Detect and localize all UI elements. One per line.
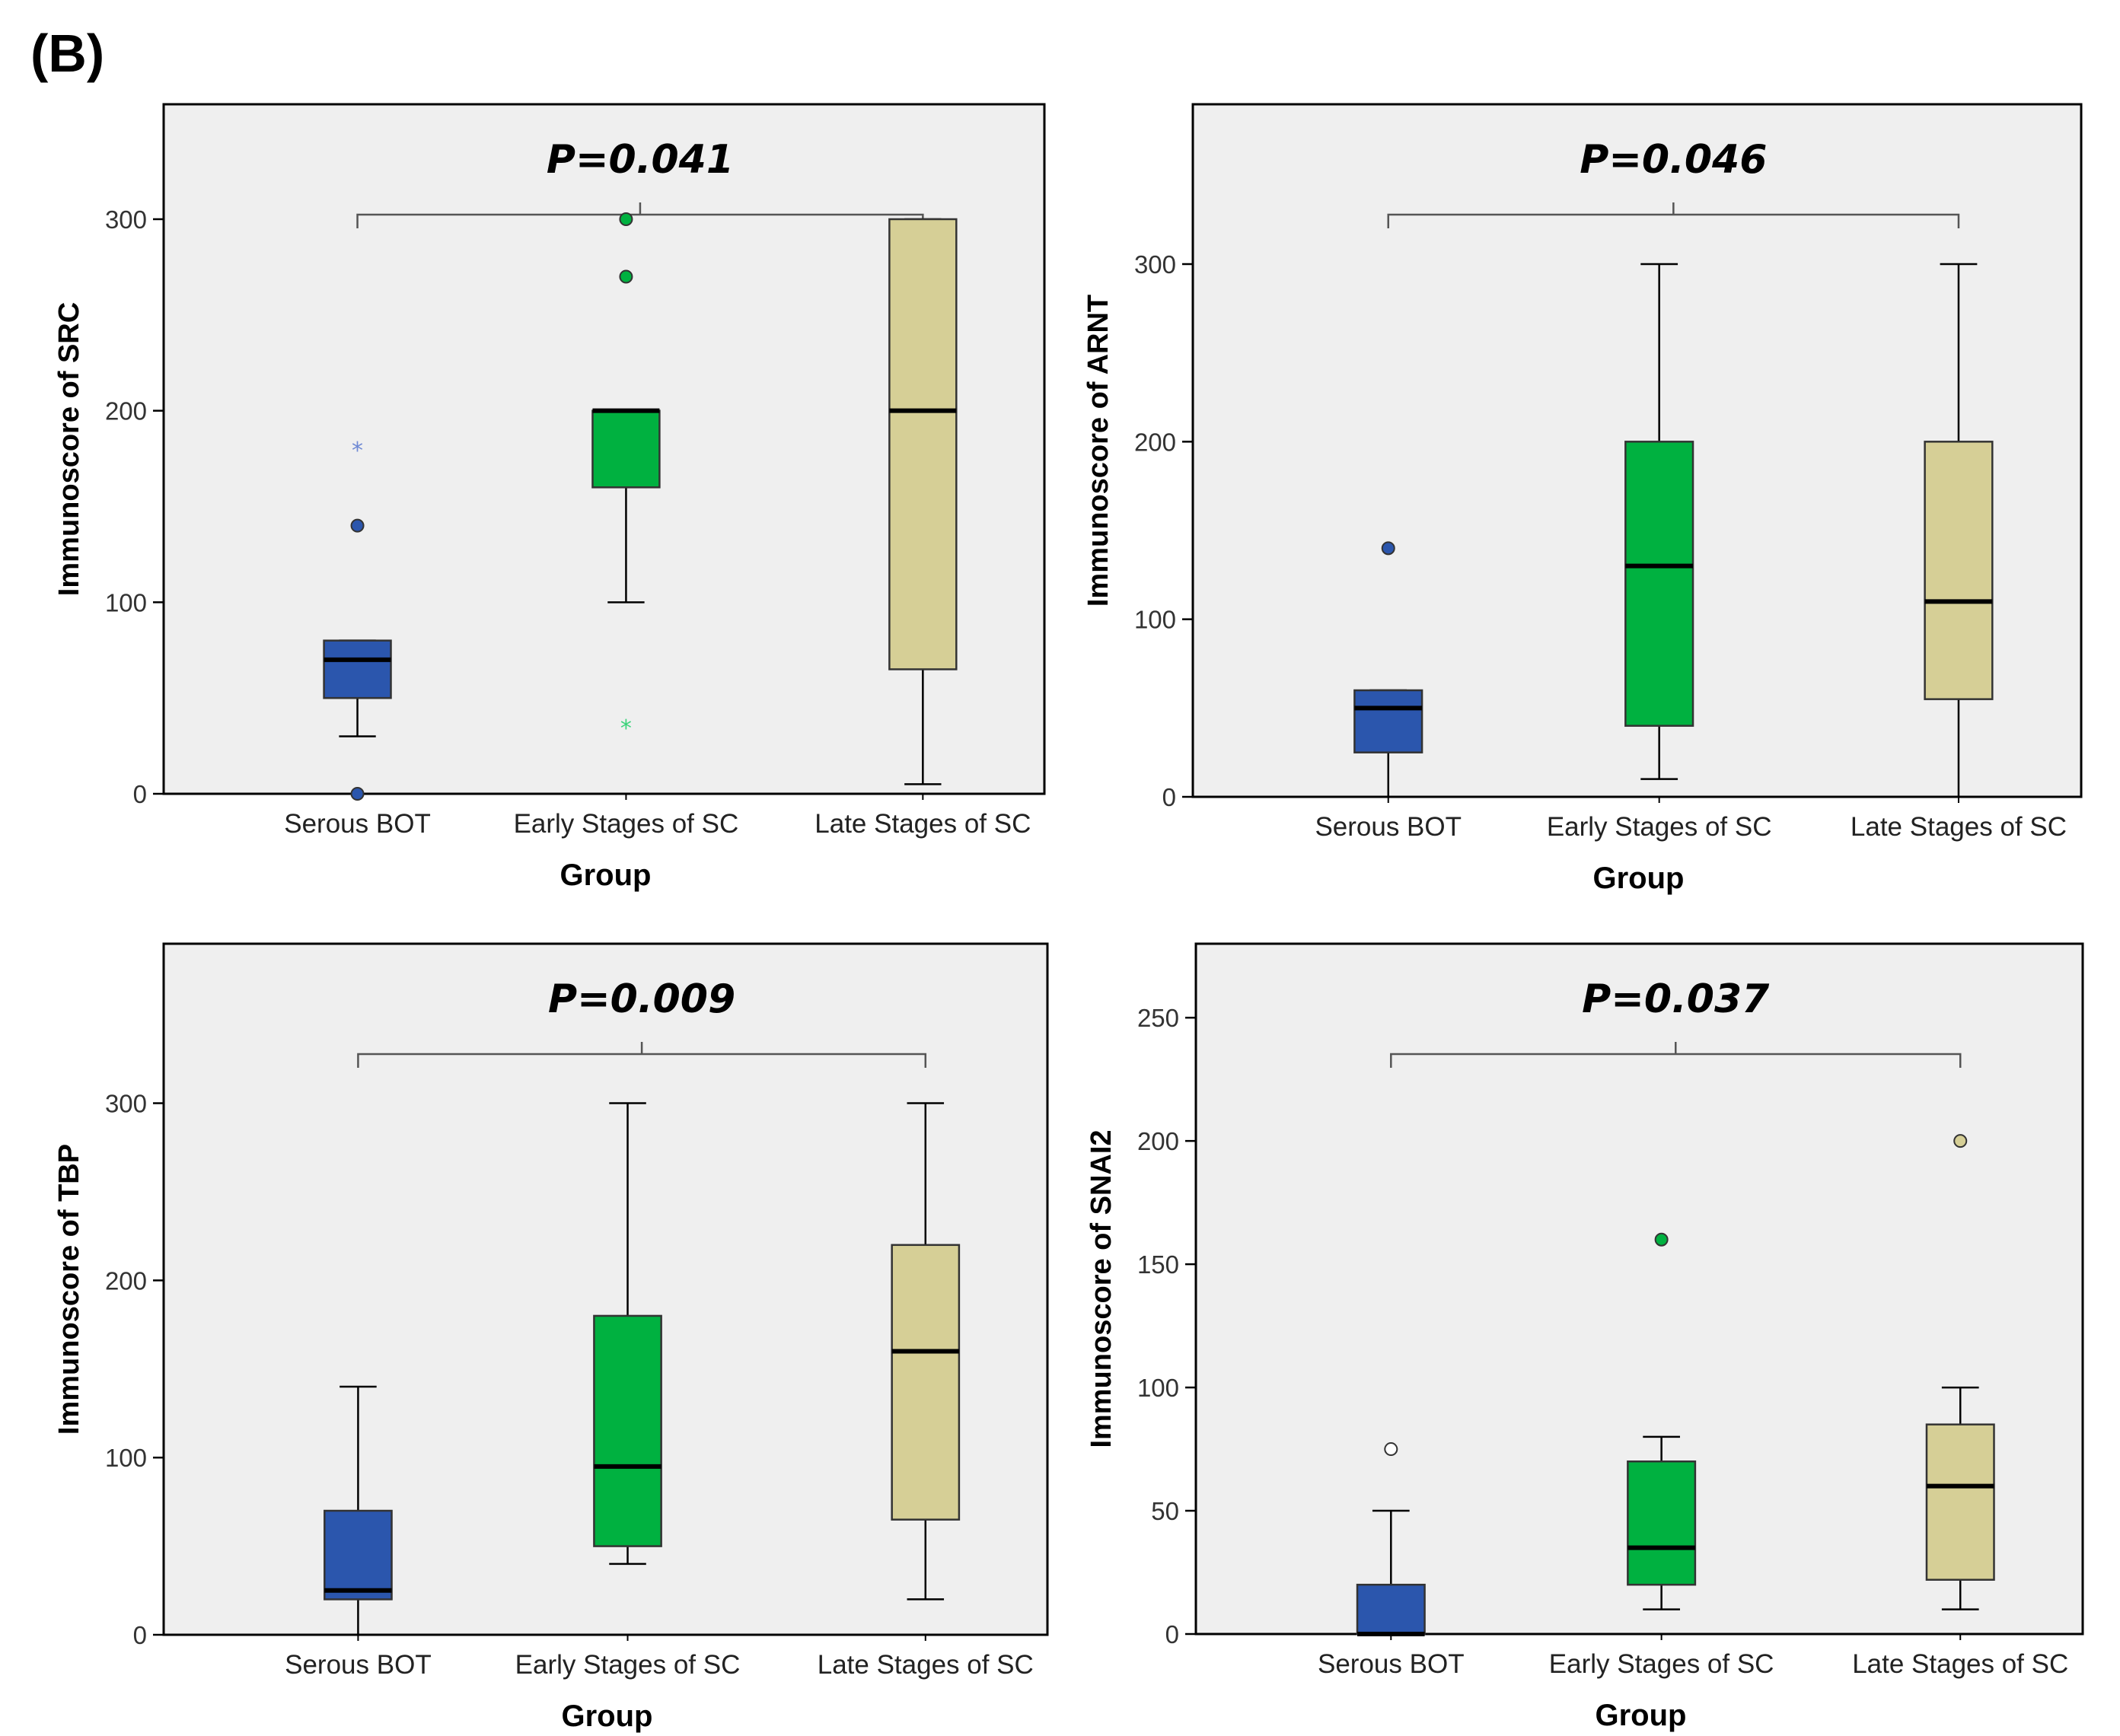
outlier-point xyxy=(350,518,365,533)
y-tick-label: 200 xyxy=(105,397,147,425)
iqr-box xyxy=(1924,441,1994,700)
x-tick-label-late-stages-of-sc: Late Stages of SC xyxy=(818,1650,1034,1680)
chart-panel-3: 0 100 200 300 Immunoscore of TBP Serous BOT Ea… xyxy=(53,942,1049,1733)
chart-panel-2: 0 100 200 300 Immunoscore of ARNT Serous BOT E… xyxy=(1082,103,2083,895)
box-early-stages-of-sc xyxy=(593,1102,662,1566)
x-tick-label-early-stages-of-sc: Early Stages of SC xyxy=(514,809,739,839)
y-axis-label: Immunoscore of ARNT xyxy=(1082,295,1114,607)
outlier-point xyxy=(619,269,633,284)
p-value-annotation: P=0.037 xyxy=(1582,976,1770,1022)
x-tick-label-late-stages-of-sc: Late Stages of SC xyxy=(1851,812,2067,842)
y-axis-label: Immunoscore of SRC xyxy=(53,302,85,596)
box-late-stages-of-sc xyxy=(1924,263,1994,798)
box-late-stages-of-sc xyxy=(891,1102,961,1601)
significance-bracket xyxy=(1390,1042,1962,1068)
box-serous-bot xyxy=(1356,1442,1426,1636)
box-serous-bot: * xyxy=(323,438,392,801)
y-tick-label: 100 xyxy=(1137,1374,1179,1402)
x-tick-label-serous-bot: Serous BOT xyxy=(1315,812,1462,842)
y-tick-label: 300 xyxy=(105,1090,147,1118)
x-tick-label-early-stages-of-sc: Early Stages of SC xyxy=(515,1650,741,1680)
iqr-box xyxy=(1925,1423,1995,1581)
x-axis-label: Group xyxy=(562,1699,653,1733)
x-axis-label: Group xyxy=(1596,1699,1687,1732)
iqr-box xyxy=(1356,1583,1426,1636)
outlier-star: * xyxy=(620,715,632,742)
y-tick-label: 300 xyxy=(1134,250,1176,279)
figure-label: (B) xyxy=(30,24,105,83)
y-tick-label: 200 xyxy=(105,1266,147,1295)
y-axis-label: Immunoscore of TBP xyxy=(53,1144,85,1435)
box-serous-bot xyxy=(1353,541,1423,798)
significance-bracket xyxy=(357,1042,927,1068)
p-value-annotation: P=0.041 xyxy=(547,137,734,183)
y-tick-label: 200 xyxy=(1134,428,1176,456)
outlier-point xyxy=(1953,1134,1968,1148)
y-tick-label: 200 xyxy=(1137,1127,1179,1155)
box-late-stages-of-sc xyxy=(1925,1134,1995,1610)
iqr-box xyxy=(323,639,392,699)
x-tick-label-early-stages-of-sc: Early Stages of SC xyxy=(1549,1649,1774,1679)
outlier-point xyxy=(1654,1232,1669,1247)
x-tick-label-serous-bot: Serous BOT xyxy=(1318,1649,1465,1679)
iqr-box xyxy=(591,409,661,489)
p-value-annotation: P=0.046 xyxy=(1580,137,1767,183)
y-tick-label: 0 xyxy=(133,780,147,808)
y-tick-label: 100 xyxy=(105,588,147,616)
box-late-stages-of-sc xyxy=(888,218,958,785)
y-axis-label: Immunoscore of SNAI2 xyxy=(1086,1129,1117,1448)
iqr-box xyxy=(1624,441,1694,727)
iqr-box xyxy=(324,1509,393,1601)
box-early-stages-of-sc xyxy=(1624,263,1694,780)
box-early-stages-of-sc: * xyxy=(591,212,661,742)
x-tick-label-late-stages-of-sc: Late Stages of SC xyxy=(1852,1649,2068,1679)
p-value-annotation: P=0.009 xyxy=(548,976,735,1022)
iqr-box xyxy=(891,1244,961,1521)
y-tick-label: 100 xyxy=(105,1444,147,1472)
y-tick-label: 0 xyxy=(1165,1620,1179,1648)
iqr-box xyxy=(1353,689,1423,753)
x-axis-label: Group xyxy=(1593,862,1685,895)
outlier-star: * xyxy=(352,438,363,464)
outlier-point xyxy=(1381,541,1395,556)
box-early-stages-of-sc xyxy=(1627,1232,1697,1610)
box-serous-bot xyxy=(324,1385,393,1636)
significance-bracket xyxy=(1387,202,1960,228)
x-tick-label-serous-bot: Serous BOT xyxy=(284,809,431,839)
iqr-box xyxy=(888,218,958,671)
x-tick-label-early-stages-of-sc: Early Stages of SC xyxy=(1547,812,1772,842)
y-tick-label: 100 xyxy=(1134,606,1176,634)
iqr-box xyxy=(1627,1460,1697,1586)
y-tick-label: 250 xyxy=(1137,1004,1179,1032)
x-tick-label-late-stages-of-sc: Late Stages of SC xyxy=(815,809,1031,839)
x-tick-label-serous-bot: Serous BOT xyxy=(285,1650,432,1680)
y-tick-label: 300 xyxy=(105,205,147,234)
outlier-point xyxy=(619,212,633,226)
outlier-point xyxy=(1384,1442,1398,1457)
chart-panel-4: 0 50 100 150 200 250 Immunoscore of SNAI2 Serou… xyxy=(1086,942,2084,1732)
y-tick-label: 150 xyxy=(1137,1250,1179,1279)
y-tick-label: 50 xyxy=(1151,1497,1179,1525)
y-tick-label: 0 xyxy=(1162,783,1176,811)
x-axis-label: Group xyxy=(560,858,652,892)
y-tick-label: 0 xyxy=(133,1621,147,1649)
chart-panel-1: 0 100 200 300 Immunoscore of SRC Serous BOT Ea… xyxy=(53,103,1046,892)
iqr-box xyxy=(593,1314,662,1547)
outlier-point xyxy=(350,787,365,801)
